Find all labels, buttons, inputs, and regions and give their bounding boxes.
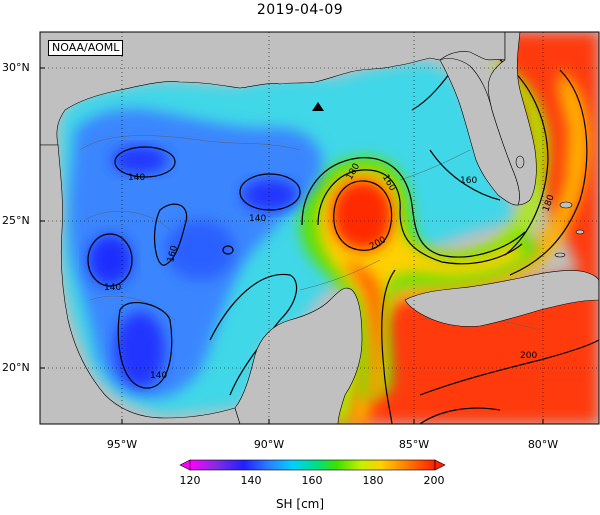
- station-marker: [312, 102, 324, 111]
- loop-current-core: [345, 260, 383, 402]
- orange-band: [350, 70, 590, 424]
- contour-labels: 140 140 140 140 160 160 160 180 180 200 …: [104, 162, 557, 381]
- lon-label-95: 95°W: [106, 438, 138, 451]
- contour-label-140d: 140: [150, 371, 167, 381]
- colorbar-tick-120: 120: [179, 474, 201, 487]
- colorbar-tick-200: 200: [423, 474, 445, 487]
- contour-label-160a: 160: [166, 244, 180, 263]
- grid: [40, 32, 599, 424]
- contour-label-160c: 160: [460, 176, 477, 186]
- eddy-1: [112, 146, 168, 174]
- colorbar-right-arrow: [434, 459, 446, 471]
- colorbar-tick-180: 180: [362, 474, 384, 487]
- eddy-2: [88, 235, 132, 285]
- contour-label-140a: 140: [128, 173, 145, 183]
- ticks: [40, 67, 544, 424]
- mexico-coast: [40, 144, 241, 424]
- colorbar-tick-140: 140: [240, 474, 262, 487]
- map-title: 2019-04-09: [256, 2, 344, 18]
- credit-label: NOAA/AOML: [48, 40, 124, 56]
- colorbar-bar: [189, 459, 436, 471]
- contour-label-140c: 140: [104, 283, 121, 293]
- eddy-3: [115, 312, 165, 388]
- warm-eddy: [331, 179, 393, 251]
- lon-label-85: 85°W: [398, 438, 430, 451]
- colorbar-left-arrow: [179, 459, 191, 471]
- lat-label-25: 25°N: [2, 214, 30, 227]
- contour-label-200b: 200: [520, 351, 537, 361]
- plot-frame: [39, 31, 600, 425]
- eddy-4: [242, 179, 298, 211]
- florida-east: [487, 32, 537, 206]
- lon-label-90: 90°W: [253, 438, 285, 451]
- lat-label-20: 20°N: [2, 361, 30, 374]
- cuba: [404, 270, 599, 327]
- colorbar: [179, 459, 446, 471]
- coastlines: [40, 32, 599, 424]
- colorbar-label: SH [cm]: [275, 497, 325, 511]
- yucatan: [234, 287, 363, 424]
- contour-label-140b: 140: [249, 214, 266, 224]
- lon-label-80: 80°W: [527, 438, 559, 451]
- us-coast: [40, 32, 506, 146]
- lat-label-30: 30°N: [2, 61, 30, 74]
- colorbar-tick-160: 160: [301, 474, 323, 487]
